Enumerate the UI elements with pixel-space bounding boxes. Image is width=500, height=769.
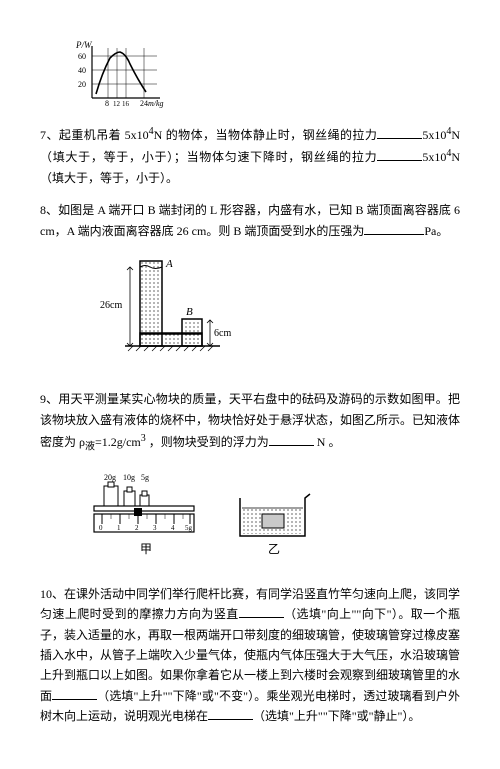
- svg-text:60: 60: [78, 52, 86, 61]
- q9-blank-1[interactable]: [269, 433, 314, 446]
- svg-text:乙: 乙: [268, 542, 280, 556]
- svg-text:A: A: [165, 258, 173, 270]
- svg-text:6cm: 6cm: [214, 328, 231, 339]
- ylabel: P/W: [75, 40, 93, 50]
- curve: [96, 52, 146, 94]
- q7-blank-2[interactable]: [377, 148, 422, 161]
- svg-text:8: 8: [105, 99, 109, 108]
- q8-blank-1[interactable]: [364, 222, 424, 235]
- q10-blank-2[interactable]: [52, 687, 97, 700]
- svg-text:10g: 10g: [123, 473, 135, 482]
- svg-text:3: 3: [153, 524, 157, 532]
- balance-beaker-diagram: 20g 10g 5g 0 1 2 3 4 5g 甲: [90, 468, 460, 569]
- question-8: 8、如图是 A 端开口 B 端封闭的 L 形容器，内盛有水，已知 B 端顶面离容…: [40, 200, 460, 241]
- question-9: 9、用天平测量某实心物块的质量，天平右盘中的砝码及游码的示数如图甲。把该物块放入…: [40, 389, 460, 455]
- q10-blank-1[interactable]: [239, 605, 284, 618]
- svg-text:16: 16: [122, 100, 130, 108]
- svg-text:5g: 5g: [185, 524, 193, 532]
- svg-text:5g: 5g: [141, 473, 149, 482]
- q7-blank-1[interactable]: [377, 126, 422, 139]
- svg-text:甲: 甲: [140, 542, 152, 556]
- l-container-svg: A B 26cm 6cm: [100, 253, 240, 368]
- svg-text:1: 1: [117, 524, 121, 532]
- balance-svg: 20g 10g 5g 0 1 2 3 4 5g 甲: [90, 468, 330, 563]
- svg-text:2: 2: [135, 524, 139, 532]
- power-mass-chart: P/W 20 40 60 8 12 16 24 m/kg: [70, 38, 460, 108]
- svg-text:12: 12: [113, 100, 121, 108]
- chart-svg: P/W 20 40 60 8 12 16 24 m/kg: [70, 38, 165, 108]
- svg-text:B: B: [186, 306, 193, 318]
- svg-text:26cm: 26cm: [100, 300, 122, 311]
- svg-text:20g: 20g: [104, 473, 116, 482]
- xlabel: m/kg: [148, 99, 164, 108]
- svg-text:40: 40: [78, 66, 86, 75]
- svg-text:24: 24: [140, 99, 148, 108]
- q10-blank-3[interactable]: [208, 707, 253, 720]
- svg-text:0: 0: [99, 524, 103, 532]
- svg-text:20: 20: [78, 80, 86, 89]
- question-10: 10、在课外活动中同学们举行爬杆比赛，有同学沿竖直竹竿匀速向上爬，该同学匀速上爬…: [40, 584, 460, 727]
- svg-text:4: 4: [171, 524, 175, 532]
- l-container-diagram: A B 26cm 6cm: [100, 253, 460, 374]
- question-7: 7、起重机吊着 5x104N 的物体，当物体静止时，钢丝绳的拉力5x104N（填…: [40, 123, 460, 188]
